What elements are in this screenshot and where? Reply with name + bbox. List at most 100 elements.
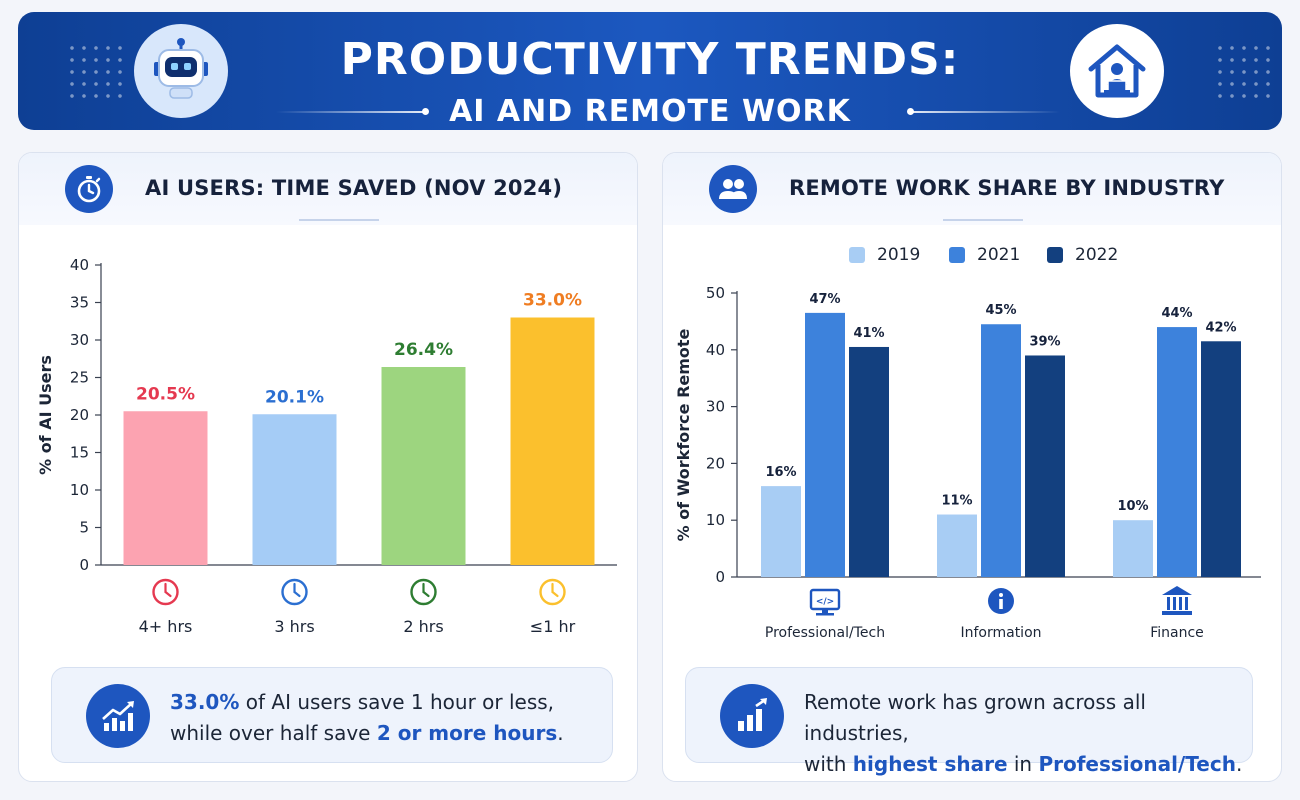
bar-value-label: 41%	[853, 326, 884, 341]
y-axis-label: % of Workforce Remote	[674, 328, 693, 541]
bar-value-label: 44%	[1161, 306, 1192, 321]
bar-value-label: 26.4%	[394, 340, 453, 360]
header-rule	[299, 219, 379, 221]
legend-label: 2019	[877, 245, 921, 265]
y-tick-label: 30	[70, 331, 89, 349]
panel-header	[19, 153, 637, 225]
legend-label: 2022	[1075, 245, 1119, 265]
title-divider	[910, 111, 1060, 113]
legend-swatch	[849, 247, 865, 263]
x-tick-label: ≤1 hr	[530, 617, 576, 636]
summary-text: with	[804, 752, 853, 776]
remote-work-bar-chart: 0 10 20 30 40 50 % of Workforce Remote 16% 47% 4…	[674, 284, 1261, 641]
y-tick-label: 10	[70, 481, 89, 499]
right-summary-note: Remote work has grown across all industr…	[685, 667, 1253, 776]
legend-label: 2021	[977, 245, 1021, 265]
bar	[1201, 341, 1241, 577]
y-tick-label: 0	[715, 568, 725, 586]
y-tick-label: 20	[706, 454, 725, 472]
y-tick-label: 50	[706, 284, 725, 302]
bar-value-label: 47%	[809, 292, 840, 307]
left-summary-note: 33.0% of AI users save 1 hour or less, w…	[51, 667, 613, 763]
bar	[1113, 520, 1153, 577]
y-tick-label: 15	[70, 444, 89, 462]
x-tick-label: 4+ hrs	[139, 617, 193, 636]
x-tick-label: Information	[960, 625, 1041, 641]
page-subtitle: AI AND REMOTE WORK	[449, 94, 851, 129]
clock-icon	[539, 578, 566, 606]
y-tick-label: 35	[70, 294, 89, 312]
house-laptop-icon	[1070, 24, 1164, 118]
x-tick-label: Professional/Tech	[765, 625, 885, 641]
bar	[937, 514, 977, 577]
y-tick-label: 40	[70, 256, 89, 274]
bar-value-label: 10%	[1117, 499, 1148, 514]
summary-text: Remote work has grown across all industr…	[804, 690, 1146, 745]
legend-item-2021: 2021	[949, 245, 1020, 265]
robot-icon	[134, 24, 228, 118]
bank-icon	[1162, 586, 1192, 615]
panel-title: AI USERS: TIME SAVED (NOV 2024)	[145, 176, 563, 200]
y-tick-label: 5	[79, 519, 89, 537]
monitor-code-icon: </>	[809, 588, 841, 616]
info-icon	[988, 588, 1014, 614]
bar-value-label: 20.1%	[265, 387, 324, 407]
x-tick-label: 2 hrs	[403, 617, 443, 636]
stopwatch-icon	[65, 165, 113, 213]
bar	[761, 486, 801, 577]
legend-item-2019: 2019	[849, 245, 920, 265]
bar	[1157, 327, 1197, 577]
bar	[1025, 355, 1065, 577]
svg-text:</>: </>	[816, 597, 834, 607]
time-saved-bar-chart: 0 5 10 15 20 25 30 35 40 % of AI Users 20.5% 4+ hr…	[36, 256, 617, 636]
x-tick-label: Finance	[1150, 625, 1204, 641]
bar-value-label: 16%	[765, 465, 796, 480]
bar	[252, 414, 337, 565]
legend-swatch	[1047, 247, 1063, 263]
header-banner: PRODUCTIVITY TRENDS: AI AND REMOTE WORK	[18, 12, 1282, 130]
y-tick-label: 30	[706, 398, 725, 416]
y-tick-label: 40	[706, 341, 725, 359]
title-divider	[276, 111, 426, 113]
summary-highlight: 33.0%	[170, 690, 240, 714]
y-tick-label: 20	[70, 406, 89, 424]
summary-text: while over half save	[170, 721, 377, 745]
summary-text: .	[557, 721, 564, 745]
summary-text: in	[1007, 752, 1039, 776]
title-divider-dot	[422, 108, 429, 115]
x-tick-label: 3 hrs	[274, 617, 314, 636]
summary-text: .	[1235, 752, 1243, 776]
dot-pattern	[1214, 42, 1274, 102]
people-icon	[709, 165, 757, 213]
bar-value-label: 20.5%	[136, 384, 195, 404]
ai-time-saved-panel: AI USERS: TIME SAVED (NOV 2024) 0 5 10 15 20…	[18, 152, 638, 782]
chart-growth-icon	[86, 684, 150, 748]
clock-icon	[410, 578, 437, 606]
y-tick-label: 25	[70, 369, 89, 387]
legend-item-2022: 2022	[1047, 245, 1118, 265]
panel-title: REMOTE WORK SHARE BY INDUSTRY	[789, 176, 1225, 200]
bar-value-label: 39%	[1029, 334, 1060, 349]
remote-work-panel: REMOTE WORK SHARE BY INDUSTRY 2019 2021 …	[662, 152, 1282, 782]
bar-growth-icon	[720, 684, 784, 748]
summary-text: of AI users save 1 hour or less,	[239, 690, 555, 714]
summary-highlight: 2 or more hours	[376, 721, 558, 745]
bar	[123, 411, 208, 565]
dot-pattern	[66, 42, 126, 102]
bar-value-label: 33.0%	[523, 291, 582, 311]
header-rule	[943, 219, 1023, 221]
left-summary-text: 33.0% of AI users save 1 hour or less, w…	[170, 687, 564, 749]
summary-highlight: highest share	[852, 752, 1008, 776]
bar	[981, 324, 1021, 577]
y-axis-label: % of AI Users	[36, 355, 55, 475]
y-tick-label: 10	[706, 511, 725, 529]
summary-highlight: Professional/Tech	[1038, 752, 1236, 776]
page-title: PRODUCTIVITY TRENDS:	[340, 34, 960, 85]
bar	[510, 317, 595, 565]
panel-header	[663, 153, 1281, 225]
y-tick-label: 0	[79, 556, 89, 574]
bar	[381, 367, 466, 565]
clock-icon	[152, 578, 179, 606]
bar-value-label: 11%	[941, 494, 972, 509]
bar	[849, 346, 889, 577]
